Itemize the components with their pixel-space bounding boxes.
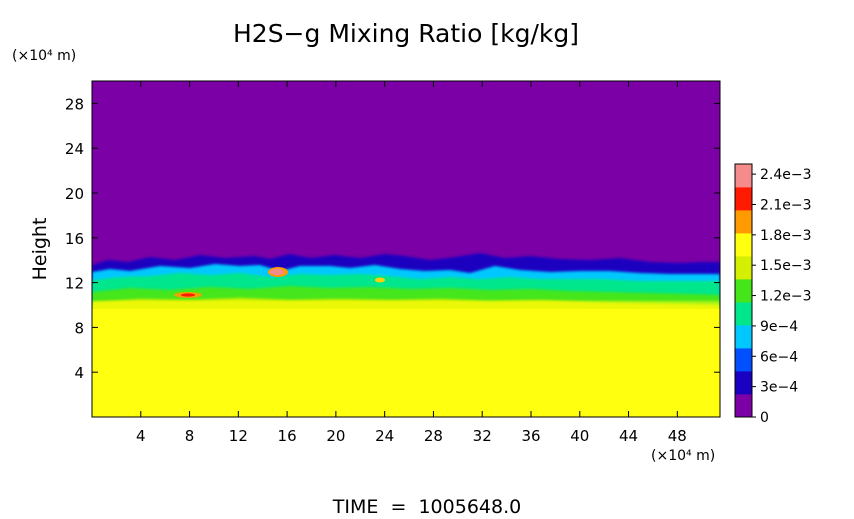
y-tick-label: 12	[65, 275, 84, 293]
colorbar-tick-label: 9e−4	[760, 319, 798, 335]
colorbar-swatch	[735, 233, 752, 257]
x-tick-label: 48	[668, 427, 687, 445]
colorbar-swatch	[735, 348, 752, 372]
y-tick-label: 16	[65, 230, 84, 248]
colorbar-swatch	[735, 371, 752, 395]
high-value-core	[181, 293, 195, 297]
x-unit-label: (×10⁴ m)	[651, 448, 715, 464]
colorbar: 0 3e−4 6e−4 9e−4 1.2e−3 1.5e−3 1.8e−3 2.1e−3 2.4…	[734, 163, 812, 426]
y-unit-label: (×10⁴ m)	[12, 48, 76, 64]
x-tick-label: 20	[326, 427, 345, 445]
x-tick-label: 32	[473, 427, 492, 445]
x-tick-label: 4	[136, 427, 146, 445]
minor-blob	[375, 277, 385, 283]
x-tick-label: 12	[229, 427, 248, 445]
lower-layer-blend	[92, 301, 720, 313]
colorbar-swatch	[735, 302, 752, 326]
colorbar-frame	[734, 163, 753, 418]
colorbar-swatch	[735, 394, 752, 418]
colorbar-tick-label: 0	[760, 410, 769, 426]
colorbar-swatch	[735, 279, 752, 303]
colorbar-swatch	[735, 256, 752, 280]
y-tick-label: 8	[74, 319, 84, 337]
y-tick-label: 24	[65, 140, 84, 158]
x-tick-label: 16	[278, 427, 297, 445]
x-tick-label: 24	[375, 427, 394, 445]
colorbar-swatch	[735, 210, 752, 234]
y-axis: 4 8 12 16 20 24 28	[65, 95, 720, 382]
colorbar-tick-label: 1.8e−3	[760, 228, 812, 244]
heatmap-field	[92, 81, 720, 417]
colorbar-tick-label: 1.2e−3	[760, 289, 812, 305]
x-tick-label: 36	[521, 427, 540, 445]
colorbar-tick-label: 2.1e−3	[760, 197, 812, 213]
colorbar-tick-label: 1.5e−3	[760, 258, 812, 274]
x-axis: 4 8 12 16 20 24 28 32 36 40 44 48	[136, 81, 687, 445]
x-tick-label: 8	[185, 427, 195, 445]
colorbar-tick-label: 3e−4	[760, 380, 798, 396]
y-tick-label: 4	[74, 364, 84, 382]
colorbar-tick-label: 6e−4	[760, 349, 798, 365]
y-tick-label: 28	[65, 95, 84, 113]
y-axis-label: Height	[29, 218, 51, 281]
chart-title: H2S−g Mixing Ratio [kg/kg]	[233, 19, 579, 48]
colorbar-tick-label: 2.4e−3	[760, 167, 812, 183]
plot-frame	[91, 80, 721, 418]
x-tick-label: 40	[570, 427, 589, 445]
time-label: TIME = 1005648.0	[332, 496, 521, 518]
x-tick-label: 28	[424, 427, 443, 445]
x-tick-label: 44	[619, 427, 638, 445]
y-tick-label: 20	[65, 185, 84, 203]
colorbar-swatch	[735, 325, 752, 349]
high-value-blob-core	[270, 268, 284, 276]
colorbar-swatch	[735, 164, 752, 188]
colorbar-swatch	[735, 187, 752, 211]
lower-layer	[92, 309, 720, 417]
